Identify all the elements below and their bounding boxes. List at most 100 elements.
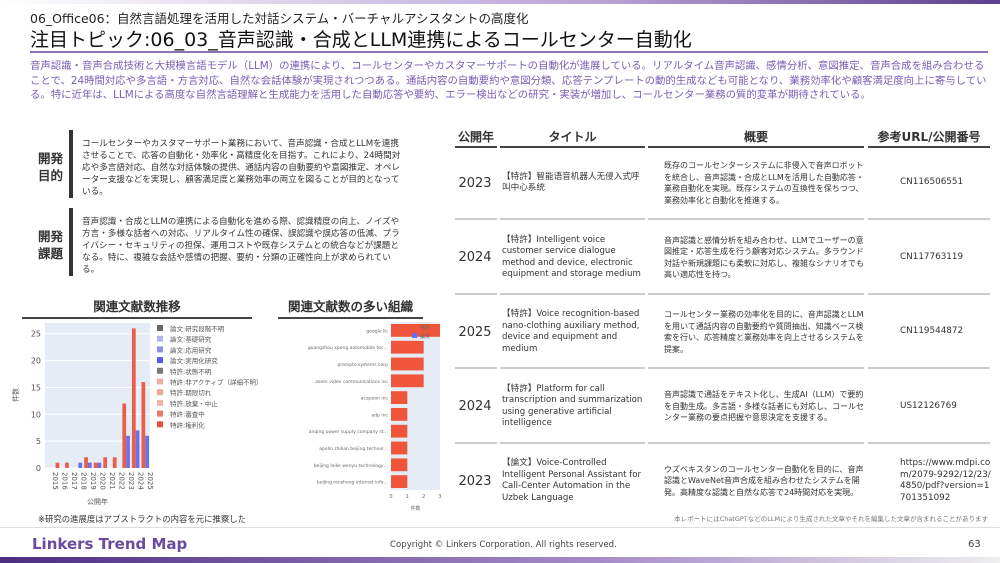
org-label: apollo zhilian beijing technol… <box>319 446 388 452</box>
issues-text: 音声認識・合成とLLMの連携による自動化を進める際、認識精度の向上、ノイズや方言… <box>82 217 400 275</box>
org-bar <box>391 475 408 488</box>
bar-特許 <box>112 457 117 468</box>
bar-論文 <box>97 462 102 468</box>
org-legend-swatch <box>412 324 417 329</box>
purpose-label: 開発目的 <box>38 151 64 183</box>
x-tick-label: 2019 <box>89 472 97 490</box>
row-overview: コールセンター業務の効率化を目的に、音声認識とLLMを用いて通話内容の自動要約や… <box>664 310 864 354</box>
legend-swatch <box>157 357 163 364</box>
page-subtitle: 06_Office06：自然言語処理を活用した対話システム・バーチャルアシスタン… <box>30 11 529 26</box>
bar-特許 <box>122 403 127 468</box>
bar-論文 <box>145 435 149 468</box>
org-label: acqueon inc <box>361 396 389 402</box>
x-tick-label: 2021 <box>108 472 116 490</box>
row-overview: 音声認識と感情分析を組み合わせ、LLMでユーザーの意図推定・応答生成を行う顧客対… <box>664 235 864 280</box>
org-bar <box>391 424 408 438</box>
row-year: 2023 <box>458 175 492 191</box>
org-bar <box>391 340 424 354</box>
table-row: 2023 【特許】智能语音机器人无侵入式呼叫中心系统 既存のコールセンターシステ… <box>452 146 1000 220</box>
org-bar <box>391 391 408 404</box>
org-bar <box>391 357 424 371</box>
org-x-tick: 2 <box>422 494 425 500</box>
bar-特許 <box>93 462 98 468</box>
x-tick-label: 2023 <box>127 472 135 490</box>
legend-label: 特許:非アクティブ（詳細不明） <box>170 378 262 387</box>
footer-divider <box>0 527 1000 528</box>
legend-swatch <box>157 346 163 353</box>
legend-label: 論文:実用化研究 <box>170 356 218 365</box>
row-reference[interactable]: https://www.mdpi.com/2079-9292/12/23/485… <box>900 458 991 503</box>
org-bar <box>391 458 408 472</box>
table-row: 2023 【論文】Voice-Controlled Intelligent Pe… <box>452 444 1000 518</box>
row-reference: CN119544872 <box>900 326 964 337</box>
x-tick-label: 2018 <box>79 472 87 490</box>
org-x-tick: 0 <box>389 494 392 500</box>
legend-swatch <box>157 399 163 406</box>
llm-disclaimer: 本レポートにはChatGPTなどのLLMにより生成された文章やそれを編集した文章… <box>674 515 988 523</box>
legend-swatch <box>157 389 163 396</box>
bar-特許 <box>141 382 146 468</box>
bar-特許 <box>55 462 60 468</box>
bottom-accent-bar <box>0 557 1000 563</box>
x-tick-label: 2017 <box>70 472 78 490</box>
row-title: 【論文】Voice-Controlled Intelligent Persona… <box>502 458 642 503</box>
row-title: 【特許】Intelligent voice customer service d… <box>502 234 641 280</box>
row-overview: ウズベキスタンのコールセンター自動化を目的に、音声認識とWaveNet音声合成を… <box>664 464 864 497</box>
chart-footnote: ※研究の進展度はアブストラクトの内容を元に推察した <box>38 514 247 524</box>
org-label: guangzhou xpeng automobile tec… <box>308 345 388 351</box>
row-title: 【特許】智能语音机器人无侵入式呼叫中心系统 <box>502 171 640 194</box>
copyright: Copyright © Linkers Corporation. All rig… <box>390 540 617 550</box>
page-title: 注目トピック:06_03_音声認識・合成とLLM連携によるコールセンター自動化 <box>30 29 692 51</box>
x-axis-label: 公開年 <box>87 497 108 506</box>
legend-swatch <box>157 335 163 342</box>
col-header-ref: 参考URL/公開番号 <box>868 128 990 148</box>
row-reference: CN116506551 <box>900 177 964 188</box>
row-title: 【特許】Platform for call transcription and … <box>502 383 643 429</box>
table-row: 2025 【特許】Voice recognition-based nano-cl… <box>452 295 1000 369</box>
issues-bar <box>69 208 73 276</box>
legend-swatch <box>157 378 163 385</box>
org-chart-heading: 関連文献数の多い組織 <box>278 296 423 319</box>
y-tick-label: 10 <box>31 410 41 419</box>
trend-chart-heading: 関連文献数推移 <box>22 296 252 319</box>
row-reference: US12126769 <box>900 400 957 411</box>
purpose-bar <box>69 130 73 198</box>
col-header-year: 公開年 <box>455 128 497 148</box>
title-divider <box>30 51 988 53</box>
row-year: 2023 <box>458 473 492 489</box>
org-label: anqing power supply company st… <box>309 429 388 435</box>
x-tick-label: 2025 <box>146 472 154 490</box>
brand-logo: Linkers Trend Map <box>32 535 188 553</box>
x-tick-label: 2024 <box>137 472 145 490</box>
bar-論文 <box>135 430 140 468</box>
bar-論文 <box>87 462 92 468</box>
legend-swatch <box>157 421 163 428</box>
org-label: beijing leike wenyu technology… <box>314 463 388 469</box>
bar-論文 <box>126 435 130 468</box>
legend-label: 論文:応用研究 <box>170 345 212 354</box>
legend-label: 論文:基礎研究 <box>170 335 212 344</box>
table-row: 2024 【特許】Intelligent voice customer serv… <box>452 221 1000 295</box>
legend-label: 特許:権利化 <box>170 420 205 429</box>
org-legend-label: 論文 <box>420 333 430 340</box>
legend-label: 論文:研究段階不明 <box>170 324 225 333</box>
row-year: 2024 <box>458 250 492 265</box>
org-x-axis-label: 件数 <box>410 505 420 512</box>
org-legend-label: 特許 <box>420 324 430 331</box>
top-accent-bar <box>0 0 1000 4</box>
legend-label: 特許:放棄・中止 <box>170 399 218 408</box>
legend-swatch <box>157 367 163 374</box>
bar-特許 <box>131 328 136 468</box>
col-header-title: タイトル <box>500 128 645 148</box>
org-bar <box>391 374 424 388</box>
y-axis-label: 件数 <box>11 388 20 402</box>
org-x-tick: 1 <box>406 494 409 500</box>
org-x-tick: 3 <box>438 494 441 500</box>
x-tick-label: 2020 <box>99 472 107 490</box>
page-number: 63 <box>968 539 981 550</box>
legend-label: 特許:審査中 <box>170 410 205 419</box>
y-tick-label: 25 <box>31 330 41 339</box>
row-year: 2025 <box>458 324 492 340</box>
